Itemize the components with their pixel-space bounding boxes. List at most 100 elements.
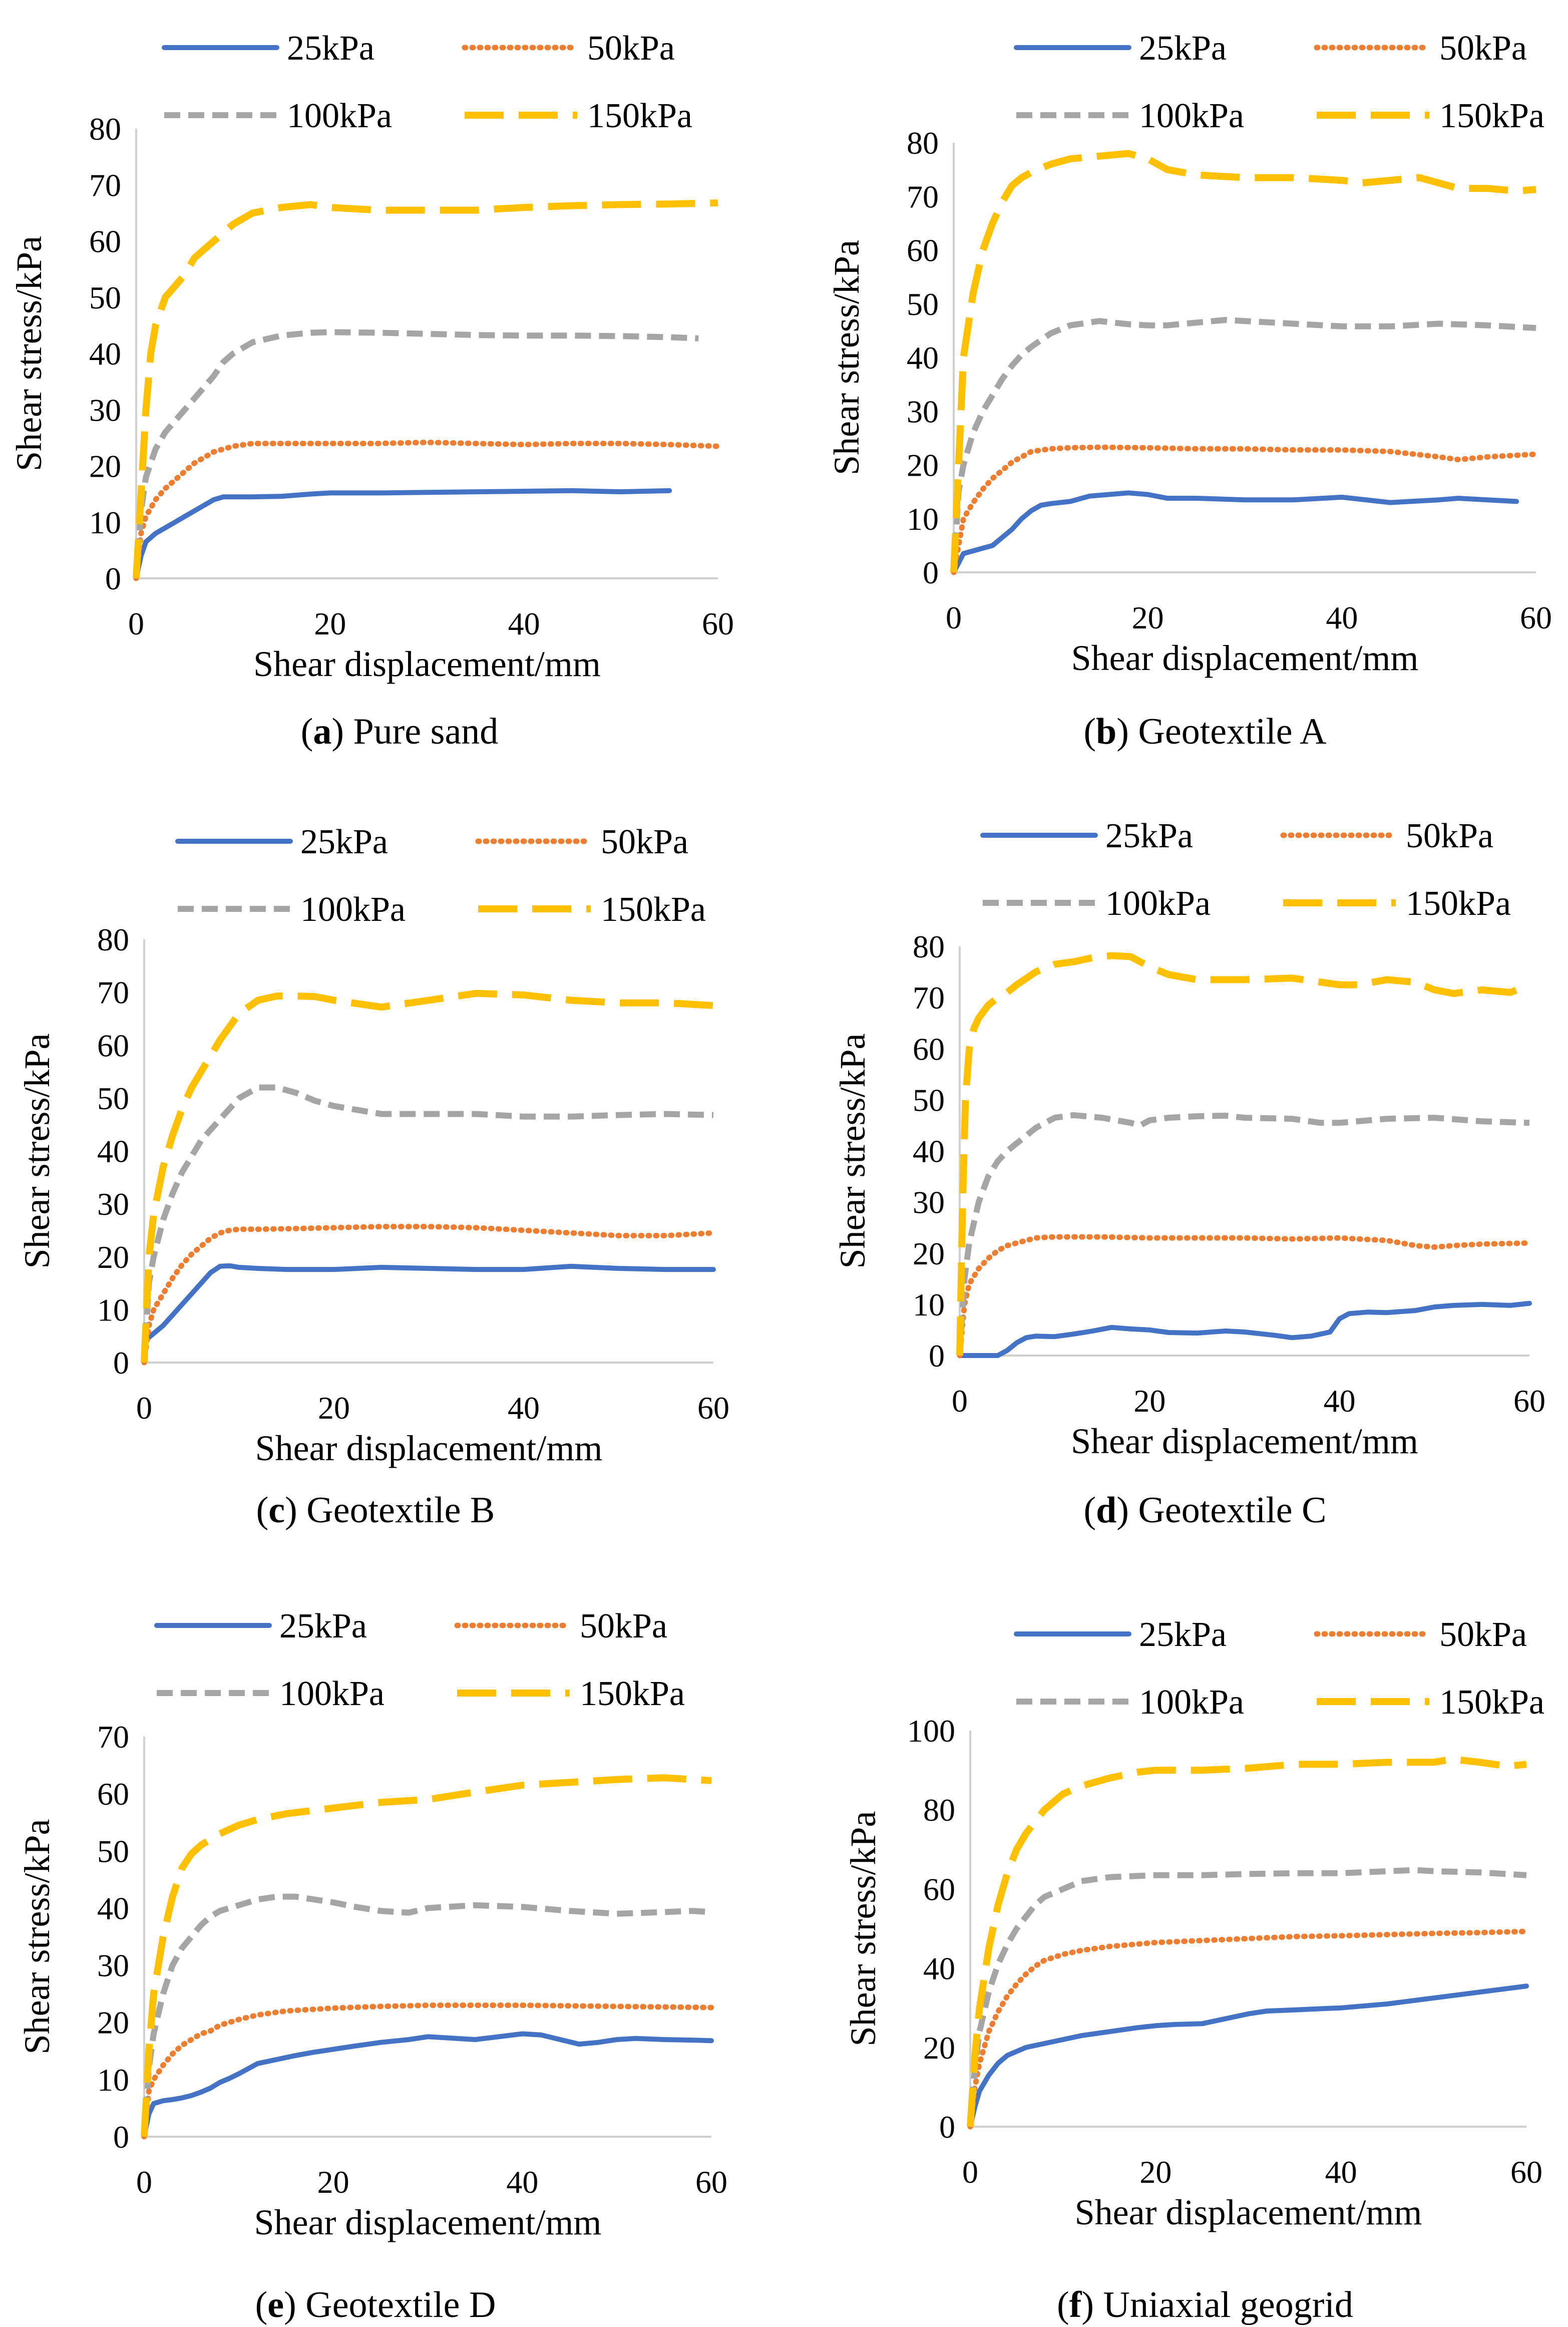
x-tick-label: 0: [962, 2154, 978, 2190]
x-tick-label: 20: [1132, 600, 1164, 635]
legend-label: 50kPa: [580, 1607, 667, 1645]
y-tick-label: 70: [97, 1719, 129, 1755]
y-tick-label: 80: [907, 125, 939, 161]
series-line-150kPa: [133, 199, 718, 579]
y-tick-label: 0: [105, 561, 121, 596]
x-tick-label: 20: [1139, 2154, 1171, 2190]
y-tick-label: 40: [913, 1134, 945, 1169]
y-tick-label: 60: [913, 1031, 945, 1067]
chart-caption: (e) Geotextile D: [255, 2284, 496, 2325]
y-tick-label: 50: [907, 286, 939, 322]
chart-caption: (d) Geotextile C: [1083, 1490, 1326, 1531]
chart-panel-d: 0 10 20 30 40 50 60 70 80 0 20 40 60 Shear displaceme…: [833, 817, 1545, 1531]
y-tick-label: 10: [97, 1292, 129, 1327]
y-tick-label: 20: [923, 2030, 955, 2066]
x-tick-label: 40: [1326, 600, 1358, 635]
y-tick-label: 10: [89, 505, 121, 540]
y-tick-label: 20: [913, 1236, 945, 1271]
y-tick-label: 50: [89, 280, 121, 315]
y-tick-label: 70: [89, 167, 121, 203]
y-tick-label: 10: [97, 2062, 129, 2098]
series-line-150kPa: [141, 1774, 712, 2137]
legend-label: 100kPa: [300, 890, 406, 929]
y-tick-label: 10: [907, 501, 939, 537]
legend-label: 50kPa: [601, 823, 688, 861]
legend-label: 150kPa: [587, 97, 692, 135]
series-line-150kPa: [950, 150, 1536, 573]
legend-label: 50kPa: [587, 29, 675, 68]
y-tick-label: 60: [89, 224, 121, 259]
legend-label: 25kPa: [1105, 817, 1193, 855]
y-tick-label: 40: [97, 1890, 129, 1926]
legend-label: 150kPa: [580, 1675, 685, 1713]
x-tick-label: 60: [1513, 1383, 1545, 1419]
legend-label: 100kPa: [1139, 97, 1244, 135]
y-tick-label: 70: [97, 975, 129, 1011]
chart-panel-b: 0 10 20 30 40 50 60 70 80 0 20 40 60 Shear displaceme…: [827, 29, 1552, 752]
x-tick-label: 40: [1325, 2154, 1357, 2190]
series-line-25kPa: [968, 1983, 1529, 2129]
series-line-150kPa: [967, 1756, 1527, 2127]
y-tick-label: 80: [923, 1792, 955, 1828]
y-tick-label: 10: [913, 1287, 945, 1322]
x-tick-label: 20: [317, 2164, 349, 2200]
y-tick-label: 30: [97, 1948, 129, 1983]
y-tick-label: 50: [97, 1833, 129, 1869]
series-line-50kPa: [133, 439, 721, 581]
y-tick-label: 60: [97, 1028, 129, 1063]
x-tick-label: 60: [702, 606, 734, 641]
y-tick-label: 60: [907, 233, 939, 268]
x-tick-label: 20: [318, 1390, 350, 1426]
y-axis-title: Shear stress/kPa: [9, 236, 49, 471]
series-line-100kPa: [141, 1893, 712, 2137]
chart-panel-a: 0 10 20 30 40 50 60 70 80 0 20 40 60 Shear displaceme…: [9, 29, 734, 752]
y-tick-label: 40: [923, 1951, 955, 1986]
series-line-50kPa: [967, 1928, 1529, 2130]
x-tick-label: 40: [508, 606, 540, 641]
legend-label: 25kPa: [300, 823, 388, 861]
y-tick-label: 40: [907, 340, 939, 376]
legend-label: 25kPa: [1139, 1615, 1227, 1654]
legend-label: 50kPa: [1439, 1615, 1527, 1654]
legend-label: 150kPa: [1439, 1683, 1544, 1722]
x-tick-label: 0: [136, 1390, 152, 1426]
legend-label: 100kPa: [1105, 884, 1211, 923]
series-line-25kPa: [142, 2031, 714, 2139]
y-tick-label: 80: [89, 111, 121, 147]
series-line-50kPa: [957, 1234, 1532, 1359]
y-tick-label: 70: [907, 179, 939, 214]
x-tick-label: 60: [1520, 600, 1552, 635]
y-tick-label: 100: [907, 1713, 955, 1749]
y-tick-label: 40: [97, 1134, 129, 1169]
chart-caption: (c) Geotextile B: [256, 1490, 495, 1531]
x-tick-label: 0: [946, 600, 962, 635]
series-line-50kPa: [141, 1224, 716, 1366]
legend-label: 50kPa: [1439, 29, 1527, 68]
y-axis-title: Shear stress/kPa: [17, 1819, 57, 2055]
x-tick-label: 60: [1510, 2154, 1542, 2190]
y-tick-label: 30: [89, 392, 121, 428]
y-tick-label: 40: [89, 336, 121, 372]
legend-label: 100kPa: [279, 1675, 384, 1713]
legend-label: 50kPa: [1406, 817, 1493, 855]
series-line-25kPa: [134, 488, 672, 581]
y-tick-label: 20: [89, 449, 121, 484]
x-axis-title: Shear displacement/mm: [1071, 638, 1419, 678]
chart-panel-c: 0 10 20 30 40 50 60 70 80 0 20 40 60 Shear displaceme…: [17, 823, 729, 1531]
y-axis-title: Shear stress/kPa: [17, 1034, 57, 1269]
legend-label: 25kPa: [287, 29, 374, 68]
x-axis-title: Shear displacement/mm: [254, 2202, 602, 2242]
series-line-150kPa: [956, 952, 1531, 1356]
series-line-25kPa: [142, 1263, 716, 1344]
x-axis-title: Shear displacement/mm: [253, 644, 601, 684]
x-tick-label: 0: [136, 2164, 152, 2200]
legend-label: 100kPa: [1139, 1683, 1244, 1722]
y-tick-label: 0: [939, 2109, 955, 2145]
y-axis-title: Shear stress/kPa: [843, 1811, 883, 2047]
y-tick-label: 30: [97, 1186, 129, 1222]
y-tick-label: 0: [113, 2119, 129, 2155]
y-tick-label: 50: [97, 1081, 129, 1116]
series-line-50kPa: [141, 2003, 714, 2140]
y-tick-label: 20: [97, 1239, 129, 1275]
